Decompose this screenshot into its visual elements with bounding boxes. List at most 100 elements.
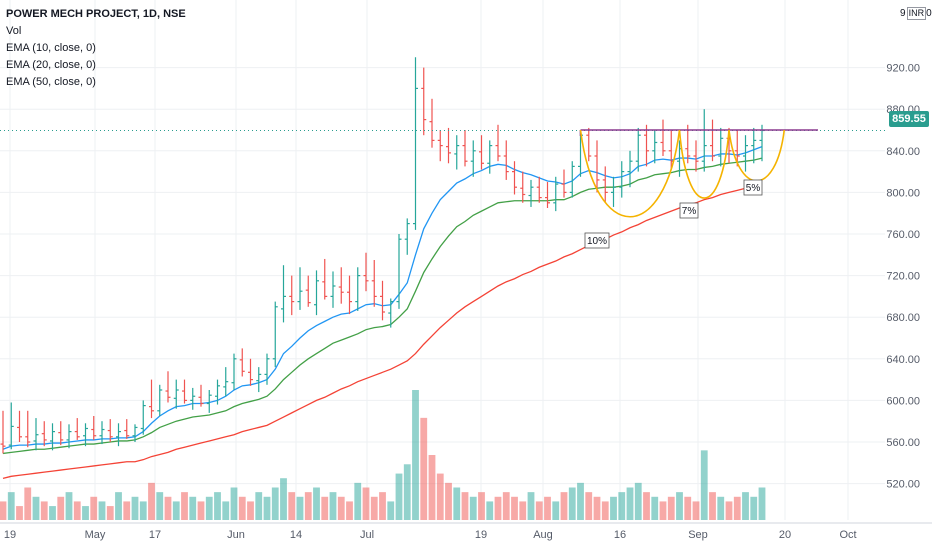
legend-vol[interactable]: Vol: [6, 25, 22, 37]
volume-bars: [0, 390, 766, 520]
legend-title[interactable]: POWER MECH PROJECT, 1D, NSE: [6, 8, 186, 20]
ohlc-bar: [124, 419, 130, 439]
ohlc-bar: [611, 176, 616, 207]
ohlc-bar: [140, 400, 146, 435]
time-axis-bg: [0, 523, 932, 550]
ohlc-bar: [479, 135, 484, 170]
ohlc-bar: [231, 353, 237, 390]
volume-bar: [494, 496, 502, 520]
ohlc-bar: [644, 124, 649, 167]
ohlc-bar: [470, 140, 476, 177]
volume-bar: [626, 487, 634, 520]
ohlc-bar: [8, 402, 14, 450]
volume-bar: [601, 501, 609, 520]
volume-bar: [148, 482, 155, 520]
volume-bar: [73, 501, 81, 520]
annotation-label: 5%: [746, 183, 761, 194]
volume-bar: [412, 390, 419, 520]
ema20-line: [2, 157, 763, 455]
ohlc-bar: [41, 421, 47, 447]
ohlc-bar: [569, 161, 575, 198]
volume-bar: [453, 487, 461, 520]
ohlc-bar: [248, 358, 253, 386]
volume-bar: [568, 487, 576, 520]
volume-bar: [288, 492, 296, 520]
ohlc-bar: [652, 130, 658, 164]
ohlc-bar: [116, 423, 121, 447]
annotation-box: [584, 232, 610, 249]
annotations: 10% 7% 5%: [584, 179, 763, 249]
volume-bar: [346, 501, 353, 520]
ema50-path: [2, 183, 763, 480]
volume-bar: [667, 496, 675, 520]
volume-bar: [263, 496, 271, 520]
ohlc-bar: [437, 130, 443, 162]
ohlc-bar: [743, 135, 748, 172]
volume-bar: [131, 496, 139, 520]
volume-bar: [24, 487, 32, 520]
ohlc-bar: [454, 135, 460, 170]
volume-bar: [197, 501, 205, 520]
volume-bar: [692, 501, 700, 520]
volume-bar: [436, 473, 444, 520]
legend-ema10[interactable]: EMA (10, close, 0): [6, 42, 96, 54]
ohlc-bar: [710, 119, 715, 162]
legend-ema50[interactable]: EMA (50, close, 0): [6, 76, 96, 88]
ohlc-bar: [74, 418, 80, 440]
volume-bar: [247, 501, 254, 520]
volume-bar: [82, 506, 89, 520]
ohlc-bar: [421, 67, 427, 136]
volume-bar: [469, 496, 477, 520]
price-axis[interactable]: 520.00 560.00 600.00 640.00 680.00 720.00 760.…: [885, 0, 932, 550]
volume-bar: [387, 501, 395, 520]
price-tick-label: 800.00: [886, 187, 920, 199]
time-tick-label: 19: [475, 529, 487, 541]
ohlc-bar: [223, 367, 229, 397]
price-tick-label: 680.00: [886, 312, 920, 324]
volume-bar: [560, 492, 568, 520]
volume-bar: [40, 501, 48, 520]
time-tick-label: Sep: [688, 529, 708, 541]
volume-bar: [511, 496, 518, 520]
time-tick-label: 20: [779, 529, 791, 541]
volume-bar: [90, 496, 98, 520]
volume-bar: [32, 496, 40, 520]
ohlc-bar: [66, 424, 72, 449]
volume-bar: [321, 496, 329, 520]
ohlc-bar: [215, 379, 220, 405]
ohlc-bar: [396, 234, 402, 309]
ohlc-bar: [429, 98, 435, 148]
time-tick-label: Jul: [360, 529, 374, 541]
ema20-path: [2, 157, 763, 455]
ohlc-bar: [528, 179, 534, 207]
ohlc-bar: [693, 140, 699, 172]
ohlc-bar: [107, 419, 113, 442]
ohlc-bar: [602, 166, 608, 203]
last-price-label: 859.55: [889, 111, 929, 127]
ohlc-bar: [198, 384, 204, 407]
currency-indicator[interactable]: 9 INR 0: [900, 7, 932, 20]
volume-bar: [379, 492, 386, 520]
cup-curve-1: [579, 129, 681, 218]
ohlc-bar: [264, 353, 270, 385]
volume-bar: [684, 496, 692, 520]
volume-bar: [420, 417, 428, 520]
time-tick-label: Aug: [533, 529, 553, 541]
time-tick-label: 17: [149, 529, 161, 541]
volume-bar: [428, 455, 436, 520]
volume-bar: [0, 501, 7, 520]
time-tick-label: 19: [4, 529, 16, 541]
ohlc-bar: [347, 275, 352, 315]
ohlc-bar: [132, 424, 138, 442]
ohlc-bar: [495, 124, 501, 162]
legend-ema20[interactable]: EMA (20, close, 0): [6, 59, 96, 71]
price-axis-bg: [885, 0, 932, 550]
chart-legend: POWER MECH PROJECT, 1D, NSE Vol EMA (10,…: [6, 6, 186, 91]
price-tick-label: 840.00: [886, 146, 920, 158]
volume-bar: [230, 487, 238, 520]
ohlc-bar: [50, 423, 55, 451]
ohlc-bar: [701, 109, 707, 172]
ohlc-bar: [83, 423, 88, 447]
time-axis[interactable]: 19 May 17 Jun 14 Jul 19 Aug 16 Sep 20 Oct: [0, 522, 932, 550]
